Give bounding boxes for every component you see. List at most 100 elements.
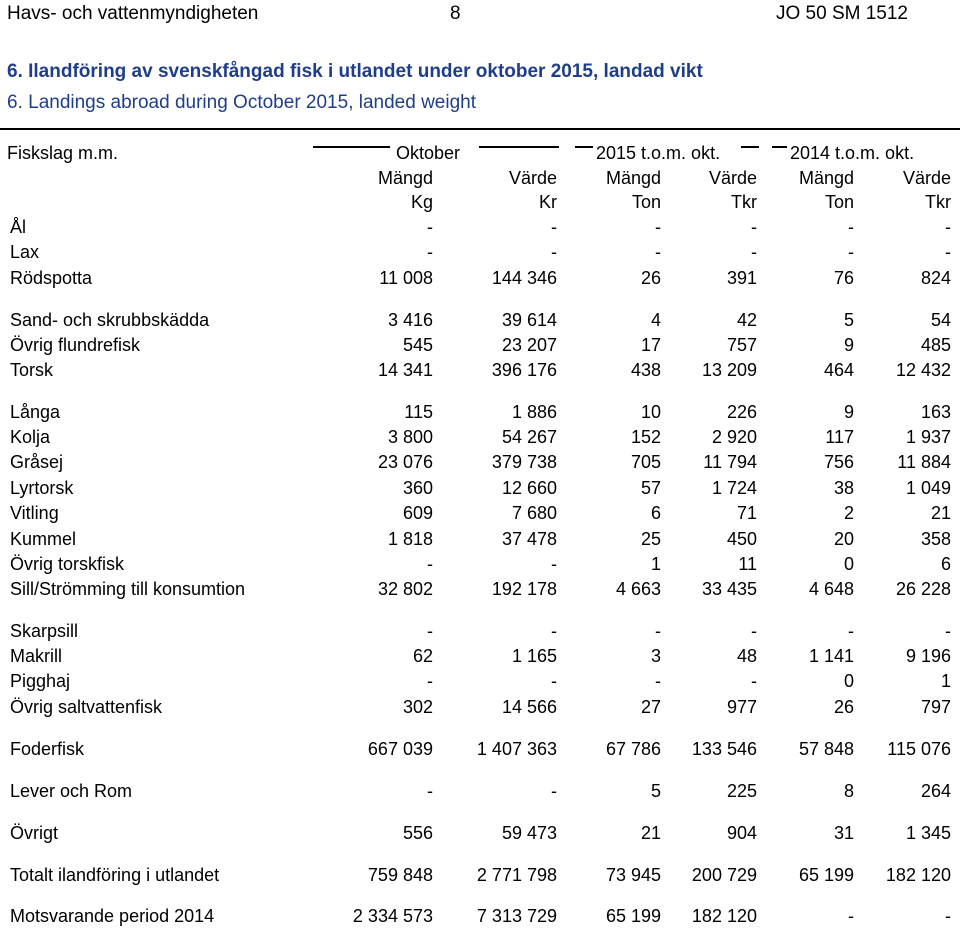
cell-qty-kg-oct: 32 802 <box>377 579 433 599</box>
column-unit-value-tkr-2014: Tkr <box>925 192 951 212</box>
cell-qty-ton-2015: - <box>655 621 661 641</box>
table-row: Övrig torskfisk - -1 11 0 6 <box>0 554 960 576</box>
table-row: Lyrtorsk 360 12 660 57 1 724 38 1 049 <box>0 478 960 500</box>
table-row: Sand- och skrubbskädda 3 416 39 614 4 42 5 54 <box>0 310 960 332</box>
row-label: Långa <box>10 402 61 422</box>
column-header-qty-ton-2014: Mängd <box>798 168 854 188</box>
cell-value-tkr-2015: 42 <box>736 310 757 330</box>
cell-qty-ton-2014: - <box>848 621 854 641</box>
cell-value-tkr-2015: 225 <box>726 781 757 801</box>
cell-qty-kg-oct: - <box>427 217 433 237</box>
cell-qty-ton-2015: - <box>655 671 661 691</box>
table-title-swedish: 6. Ilandföring av svenskfångad fisk i ut… <box>7 61 703 82</box>
row-label: Övrig saltvattenfisk <box>10 697 163 717</box>
cell-qty-ton-2015: 10 <box>640 402 661 422</box>
cell-value-tkr-2014: 115 076 <box>887 739 951 759</box>
cell-value-kr-oct: 379 738 <box>491 452 557 472</box>
table-row: Ål - - - - - - <box>0 217 960 239</box>
cell-value-kr-oct: 144 346 <box>491 268 557 288</box>
cell-value-tkr-2014: 1 345 <box>905 823 951 843</box>
cell-value-tkr-2014: 264 <box>920 781 951 801</box>
cell-value-tkr-2014: - <box>945 242 951 262</box>
cell-value-tkr-2015: 11 <box>738 554 757 574</box>
cell-value-tkr-2015: 450 <box>726 529 757 549</box>
cell-qty-ton-2015: 705 <box>630 452 661 472</box>
cell-qty-ton-2014: 756 <box>823 452 854 472</box>
table-row: Övrig saltvattenfisk 302 14 566 27 977 26 797 <box>0 697 960 719</box>
cell-value-kr-oct: 1 165 <box>511 646 557 666</box>
cell-value-kr-oct: - <box>551 242 557 262</box>
cell-value-tkr-2014: 485 <box>920 335 951 355</box>
cell-value-kr-oct: 1 886 <box>511 402 557 422</box>
cell-value-kr-oct: 23 207 <box>501 335 557 355</box>
cell-qty-kg-oct: 545 <box>402 335 433 355</box>
group-header-2015: 2015 t.o.m. okt. <box>596 143 721 163</box>
cell-qty-kg-oct: 14 341 <box>377 360 433 380</box>
header-agency: Havs- och vattenmyndigheten <box>7 3 259 24</box>
cell-value-tkr-2015: 133 546 <box>691 739 757 759</box>
cell-value-kr-oct: 14 566 <box>501 697 557 717</box>
table-row: Motsvarande period 2014 2 334 573 7 313 72… <box>0 906 960 928</box>
row-label: Övrigt <box>10 823 59 843</box>
cell-value-tkr-2014: 1 937 <box>905 427 951 447</box>
cell-value-tkr-2014: 1 049 <box>905 478 951 498</box>
cell-value-tkr-2015: 977 <box>726 697 757 717</box>
cell-value-tkr-2015: 13 209 <box>701 360 757 380</box>
cell-qty-ton-2014: 4 648 <box>808 579 854 599</box>
table-row: Pigghaj - - - - 0 1 <box>0 671 960 693</box>
cell-qty-kg-oct: 302 <box>402 697 433 717</box>
cell-value-tkr-2015: 182 120 <box>691 906 757 926</box>
cell-qty-ton-2014: - <box>848 906 854 926</box>
row-label: Kummel <box>10 529 77 549</box>
row-label: Övrig torskfisk <box>10 554 125 574</box>
cell-value-tkr-2014: - <box>945 217 951 237</box>
row-label: Övrig flundrefisk <box>10 335 141 355</box>
cell-qty-ton-2015: 65 199 <box>605 906 661 926</box>
cell-value-kr-oct: 39 614 <box>501 310 557 330</box>
cell-qty-kg-oct: 667 039 <box>367 739 433 759</box>
column-header-qty-ton-2015: Mängd <box>605 168 661 188</box>
table-row: Sill/Strömming till konsumtion 32 802 192 … <box>0 579 960 601</box>
column-unit-qty-ton-2015: Ton <box>631 192 661 212</box>
cell-value-kr-oct: - <box>551 217 557 237</box>
cell-value-tkr-2014: 797 <box>920 697 951 717</box>
cell-value-tkr-2015: - <box>751 671 757 691</box>
cell-qty-ton-2014: 38 <box>833 478 854 498</box>
cell-qty-ton-2015: 67 786 <box>605 739 661 759</box>
table-row: Kummel 1 818 37 478 25 450 20 358 <box>0 529 960 551</box>
group-rule-october-left <box>313 146 390 148</box>
cell-value-tkr-2015: 757 <box>726 335 757 355</box>
cell-qty-ton-2015: 152 <box>630 427 661 447</box>
cell-qty-ton-2014: 464 <box>823 360 854 380</box>
cell-value-tkr-2014: 21 <box>930 503 951 523</box>
header-page-number: 8 <box>450 3 461 24</box>
cell-qty-kg-oct: 3 416 <box>387 310 433 330</box>
cell-value-kr-oct: 7 680 <box>511 503 557 523</box>
cell-qty-ton-2014: 117 <box>825 427 854 447</box>
table-row: Totalt ilandföring i utlandet 759 848 2 77… <box>0 865 960 887</box>
cell-qty-kg-oct: 1 818 <box>387 529 433 549</box>
row-label: Totalt ilandföring i utlandet <box>10 865 220 885</box>
cell-qty-ton-2015: 17 <box>640 335 661 355</box>
table-row: Gråsej 23 076 379 738 705 11 794 756 11 884 <box>0 452 960 474</box>
cell-value-kr-oct: 1 407 363 <box>476 739 557 759</box>
cell-value-tkr-2015: - <box>751 217 757 237</box>
row-label: Ål <box>10 217 27 237</box>
table-top-rule <box>0 128 960 130</box>
cell-qty-ton-2014: 8 <box>843 781 854 801</box>
cell-value-tkr-2015: 11 794 <box>703 452 757 472</box>
cell-value-tkr-2015: 71 <box>736 503 757 523</box>
cell-value-tkr-2015: 1 724 <box>711 478 757 498</box>
page-header: Havs- och vattenmyndigheten 8 JO 50 SM 1… <box>0 0 960 32</box>
cell-value-tkr-2014: - <box>945 906 951 926</box>
table-row: Makrill 62 1 165 3 48 1 141 9 196 <box>0 646 960 668</box>
table-row: Övrigt 556 59 473 21 904 31 1 345 <box>0 823 960 845</box>
cell-qty-ton-2015: 5 <box>650 781 661 801</box>
row-label: Lax <box>10 242 40 262</box>
cell-qty-ton-2014: 1 141 <box>808 646 854 666</box>
cell-value-kr-oct: 7 313 729 <box>476 906 557 926</box>
cell-qty-kg-oct: - <box>427 242 433 262</box>
row-label: Lyrtorsk <box>10 478 74 498</box>
cell-qty-kg-oct: - <box>427 554 433 574</box>
cell-value-tkr-2015: - <box>751 242 757 262</box>
